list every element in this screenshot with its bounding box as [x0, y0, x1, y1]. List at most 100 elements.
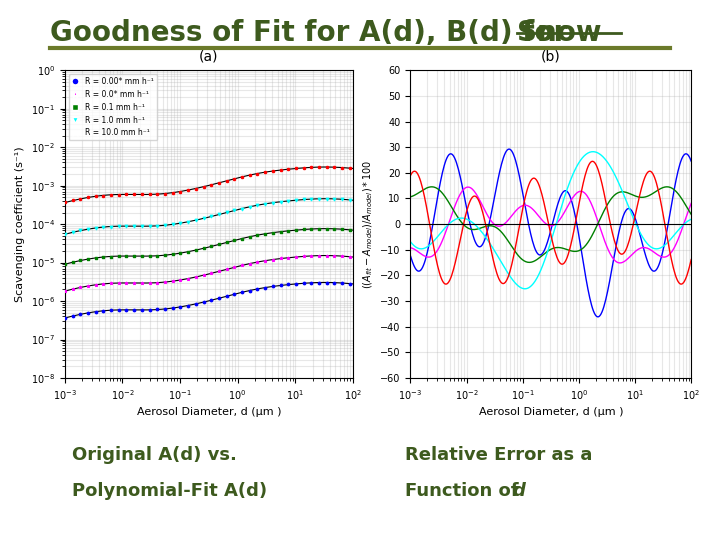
R = 0.0* mm h⁻¹: [259, 256, 271, 265]
R = 1.0 mm h⁻¹: [259, 200, 271, 208]
R = 10.0 mm h⁻¹: [305, 163, 317, 172]
R = 1.0 mm h⁻¹: [267, 198, 279, 207]
R = 0.1 mm h⁻¹: [305, 225, 317, 233]
R = 10.0 mm h⁻¹: [113, 190, 125, 199]
R = 0.0* mm h⁻¹: [128, 279, 140, 287]
R = 1.0 mm h⁻¹: [113, 222, 125, 231]
R = 1.0 mm h⁻¹: [244, 202, 256, 211]
R = 0.1 mm h⁻¹: [144, 252, 156, 260]
R = 1.0 mm h⁻¹: [275, 197, 287, 206]
R = 0.1 mm h⁻¹: [290, 226, 302, 234]
R = 0.0* mm h⁻¹: [321, 252, 333, 260]
Text: (b): (b): [541, 50, 561, 64]
R = 1.0 mm h⁻¹: [105, 222, 117, 231]
R = 0.0* mm h⁻¹: [113, 279, 125, 287]
X-axis label: Aerosol Diameter, d (μm ): Aerosol Diameter, d (μm ): [137, 407, 281, 417]
R = 10.0 mm h⁻¹: [290, 164, 302, 173]
R = 10.0 mm h⁻¹: [151, 190, 163, 198]
R = 0.0* mm h⁻¹: [136, 279, 148, 287]
R = 0.00* mm h⁻¹: [175, 303, 186, 312]
R = 1.0 mm h⁻¹: [82, 225, 94, 233]
R = 1.0 mm h⁻¹: [282, 197, 294, 205]
R = 0.00* mm h⁻¹: [282, 280, 294, 289]
R = 0.1 mm h⁻¹: [329, 225, 341, 233]
R = 0.0* mm h⁻¹: [275, 254, 287, 263]
R = 10.0 mm h⁻¹: [236, 173, 248, 181]
R = 0.00* mm h⁻¹: [228, 290, 240, 299]
R = 0.00* mm h⁻¹: [90, 307, 102, 316]
R = 0.0* mm h⁻¹: [213, 267, 225, 275]
R = 1.0 mm h⁻¹: [175, 219, 186, 228]
R = 1.0 mm h⁻¹: [159, 221, 171, 230]
R = 10.0 mm h⁻¹: [190, 184, 202, 193]
R = 0.0* mm h⁻¹: [298, 252, 310, 261]
R = 10.0 mm h⁻¹: [175, 187, 186, 196]
R = 1.0 mm h⁻¹: [144, 221, 156, 230]
R = 0.0* mm h⁻¹: [329, 252, 341, 260]
R = 1.0 mm h⁻¹: [128, 222, 140, 231]
R = 0.1 mm h⁻¹: [128, 252, 140, 260]
R = 0.00* mm h⁻¹: [205, 296, 217, 305]
R = 0.00* mm h⁻¹: [136, 306, 148, 314]
R = 0.0* mm h⁻¹: [159, 278, 171, 286]
R = 0.1 mm h⁻¹: [259, 230, 271, 238]
R = 0.00* mm h⁻¹: [98, 307, 109, 315]
R = 1.0 mm h⁻¹: [167, 220, 179, 229]
R = 0.1 mm h⁻¹: [267, 228, 279, 237]
R = 0.1 mm h⁻¹: [236, 234, 248, 243]
R = 0.00* mm h⁻¹: [213, 294, 225, 302]
R = 0.00* mm h⁻¹: [298, 279, 310, 287]
R = 0.1 mm h⁻¹: [182, 247, 194, 256]
R = 0.1 mm h⁻¹: [252, 231, 264, 240]
R = 0.0* mm h⁻¹: [167, 277, 179, 286]
R = 0.1 mm h⁻¹: [244, 233, 256, 241]
R = 10.0 mm h⁻¹: [128, 190, 140, 199]
R = 0.0* mm h⁻¹: [82, 282, 94, 291]
R = 1.0 mm h⁻¹: [213, 210, 225, 219]
R = 0.1 mm h⁻¹: [190, 246, 202, 254]
R = 1.0 mm h⁻¹: [67, 228, 78, 237]
R = 10.0 mm h⁻¹: [221, 177, 233, 185]
R = 0.00* mm h⁻¹: [113, 306, 125, 314]
R = 0.1 mm h⁻¹: [275, 227, 287, 236]
R = 0.0* mm h⁻¹: [252, 258, 264, 267]
R = 0.0* mm h⁻¹: [236, 261, 248, 270]
R = 0.00* mm h⁻¹: [290, 279, 302, 288]
R = 0.0* mm h⁻¹: [175, 276, 186, 285]
R = 0.0* mm h⁻¹: [228, 263, 240, 272]
R = 0.1 mm h⁻¹: [74, 256, 86, 265]
R = 0.00* mm h⁻¹: [267, 282, 279, 291]
Text: Function of: Function of: [405, 482, 531, 500]
R = 1.0 mm h⁻¹: [344, 195, 356, 204]
R = 0.0* mm h⁻¹: [290, 253, 302, 261]
Text: Polynomial-Fit A(d): Polynomial-Fit A(d): [72, 482, 267, 500]
R = 10.0 mm h⁻¹: [67, 196, 78, 205]
R = 0.0* mm h⁻¹: [144, 279, 156, 287]
R = 0.1 mm h⁻¹: [205, 242, 217, 251]
R = 0.1 mm h⁻¹: [151, 251, 163, 260]
R = 0.0* mm h⁻¹: [221, 265, 233, 274]
R = 1.0 mm h⁻¹: [290, 195, 302, 204]
R = 0.00* mm h⁻¹: [236, 288, 248, 296]
R = 0.00* mm h⁻¹: [313, 278, 325, 287]
R = 0.1 mm h⁻¹: [298, 225, 310, 234]
R = 1.0 mm h⁻¹: [329, 195, 341, 204]
R = 0.0* mm h⁻¹: [336, 252, 348, 260]
R = 1.0 mm h⁻¹: [252, 201, 264, 210]
R = 10.0 mm h⁻¹: [252, 170, 264, 178]
R = 10.0 mm h⁻¹: [167, 188, 179, 197]
R = 10.0 mm h⁻¹: [136, 190, 148, 199]
R = 0.00* mm h⁻¹: [198, 298, 210, 306]
R = 1.0 mm h⁻¹: [59, 230, 71, 239]
R = 0.00* mm h⁻¹: [336, 279, 348, 287]
R = 10.0 mm h⁻¹: [159, 189, 171, 198]
R = 0.00* mm h⁻¹: [74, 310, 86, 319]
Text: Relative Error as a: Relative Error as a: [405, 446, 592, 464]
R = 0.0* mm h⁻¹: [182, 274, 194, 283]
R = 10.0 mm h⁻¹: [59, 198, 71, 207]
Legend: R = 0.00* mm h⁻¹, R = 0.0* mm h⁻¹, R = 0.1 mm h⁻¹, R = 1.0 mm h⁻¹, R = 10.0 mm h: R = 0.00* mm h⁻¹, R = 0.0* mm h⁻¹, R = 0…: [68, 74, 157, 140]
R = 0.00* mm h⁻¹: [167, 304, 179, 313]
R = 10.0 mm h⁻¹: [90, 192, 102, 201]
R = 1.0 mm h⁻¹: [198, 214, 210, 222]
X-axis label: Aerosol Diameter, d (μm ): Aerosol Diameter, d (μm ): [479, 407, 623, 417]
